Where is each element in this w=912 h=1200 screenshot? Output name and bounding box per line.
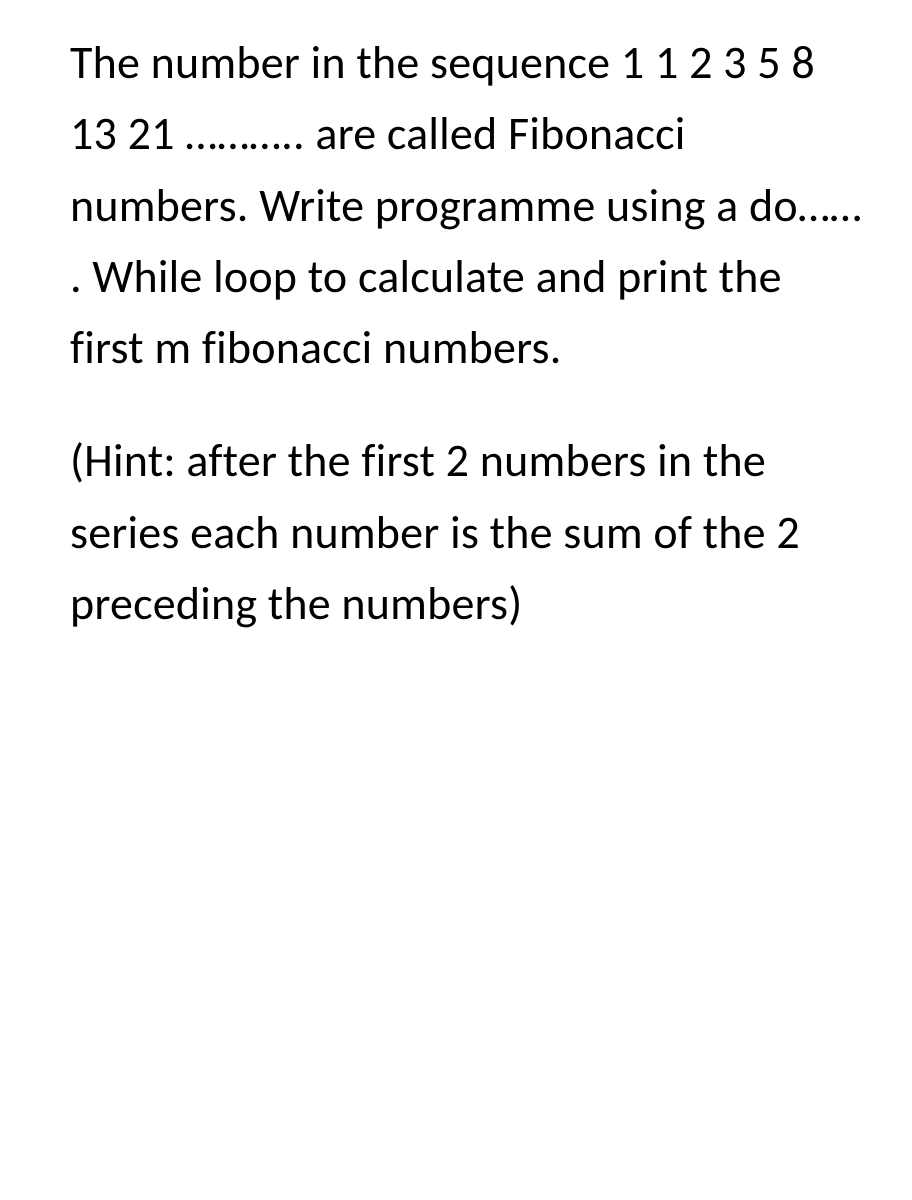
- question-paragraph-1: The number in the sequence 1 1 2 3 5 8 1…: [70, 28, 862, 384]
- hint-paragraph: (Hint: after the first 2 numbers in the …: [70, 426, 862, 640]
